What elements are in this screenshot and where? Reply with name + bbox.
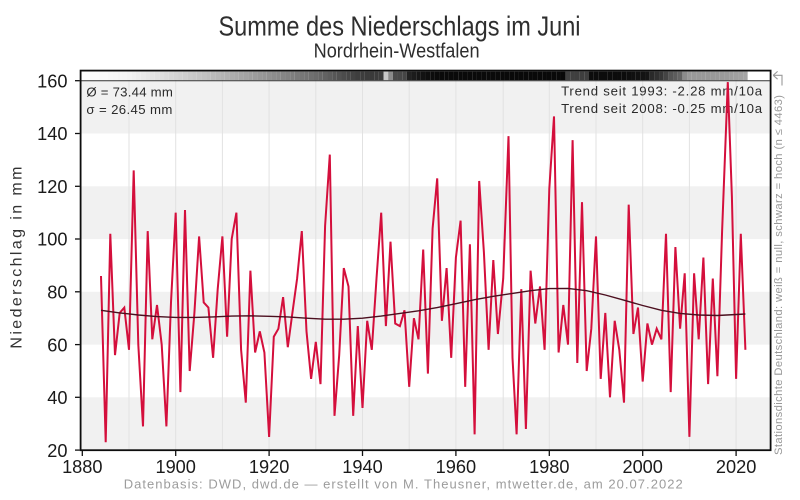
svg-text:60: 60	[47, 335, 67, 355]
svg-text:100: 100	[37, 230, 67, 250]
svg-text:Summe des Niederschlags im Jun: Summe des Niederschlags im Juni	[219, 10, 581, 41]
svg-text:140: 140	[37, 124, 67, 144]
svg-text:20: 20	[47, 441, 67, 461]
svg-text:2000: 2000	[622, 457, 662, 477]
svg-text:1900: 1900	[155, 457, 195, 477]
svg-text:1980: 1980	[529, 457, 569, 477]
svg-text:1940: 1940	[342, 457, 382, 477]
svg-text:120: 120	[37, 177, 67, 197]
svg-text:2020: 2020	[716, 457, 756, 477]
svg-text:Datenbasis: DWD, dwd.de — erst: Datenbasis: DWD, dwd.de — erstellt von M…	[124, 477, 683, 492]
svg-text:Trend seit 2008: -0.25 mm/10a: Trend seit 2008: -0.25 mm/10a	[561, 101, 763, 116]
svg-text:Stationsdichte Deutschland: we: Stationsdichte Deutschland: weiß = null,…	[773, 95, 785, 455]
svg-text:1920: 1920	[249, 457, 289, 477]
svg-text:Ø = 73.44 mm: Ø = 73.44 mm	[86, 85, 172, 100]
svg-text:160: 160	[37, 71, 67, 91]
svg-text:Trend seit 1993: -2.28 mm/10a: Trend seit 1993: -2.28 mm/10a	[561, 83, 763, 98]
svg-text:1960: 1960	[436, 457, 476, 477]
svg-text:1880: 1880	[62, 457, 102, 477]
svg-text:σ = 26.45 mm: σ = 26.45 mm	[86, 102, 172, 117]
svg-text:40: 40	[47, 388, 67, 408]
svg-text:80: 80	[47, 283, 67, 303]
svg-text:Nordrhein-Westfalen: Nordrhein-Westfalen	[314, 41, 480, 63]
svg-text:Niederschlag in mm: Niederschlag in mm	[9, 167, 26, 349]
